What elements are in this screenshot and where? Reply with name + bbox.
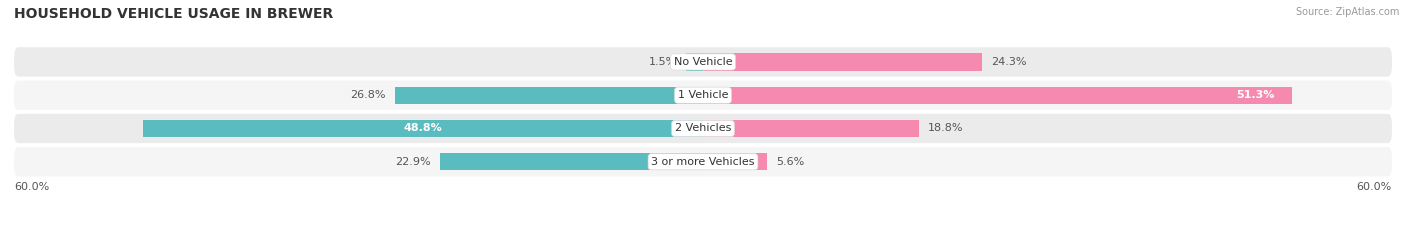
Text: 18.8%: 18.8%	[928, 123, 963, 134]
Text: 26.8%: 26.8%	[350, 90, 387, 100]
Bar	[686, 53, 703, 71]
Text: 24.3%: 24.3%	[991, 57, 1026, 67]
Bar	[395, 86, 703, 104]
Text: No Vehicle: No Vehicle	[673, 57, 733, 67]
Bar	[703, 153, 768, 170]
Bar	[703, 86, 1292, 104]
FancyBboxPatch shape	[14, 81, 1392, 110]
FancyBboxPatch shape	[14, 147, 1392, 176]
FancyBboxPatch shape	[14, 47, 1392, 77]
Text: 2 Vehicles: 2 Vehicles	[675, 123, 731, 134]
Text: 1.5%: 1.5%	[648, 57, 676, 67]
Text: 51.3%: 51.3%	[1236, 90, 1275, 100]
Text: Source: ZipAtlas.com: Source: ZipAtlas.com	[1295, 7, 1399, 17]
Bar	[440, 153, 703, 170]
Text: 5.6%: 5.6%	[776, 157, 804, 167]
Text: 3 or more Vehicles: 3 or more Vehicles	[651, 157, 755, 167]
Text: 22.9%: 22.9%	[395, 157, 430, 167]
Bar	[142, 120, 703, 137]
Text: 60.0%: 60.0%	[1357, 182, 1392, 192]
Bar	[703, 120, 920, 137]
Bar	[703, 53, 981, 71]
Text: 48.8%: 48.8%	[404, 123, 443, 134]
Text: HOUSEHOLD VEHICLE USAGE IN BREWER: HOUSEHOLD VEHICLE USAGE IN BREWER	[14, 7, 333, 21]
Text: 1 Vehicle: 1 Vehicle	[678, 90, 728, 100]
Text: 60.0%: 60.0%	[14, 182, 49, 192]
FancyBboxPatch shape	[14, 114, 1392, 143]
